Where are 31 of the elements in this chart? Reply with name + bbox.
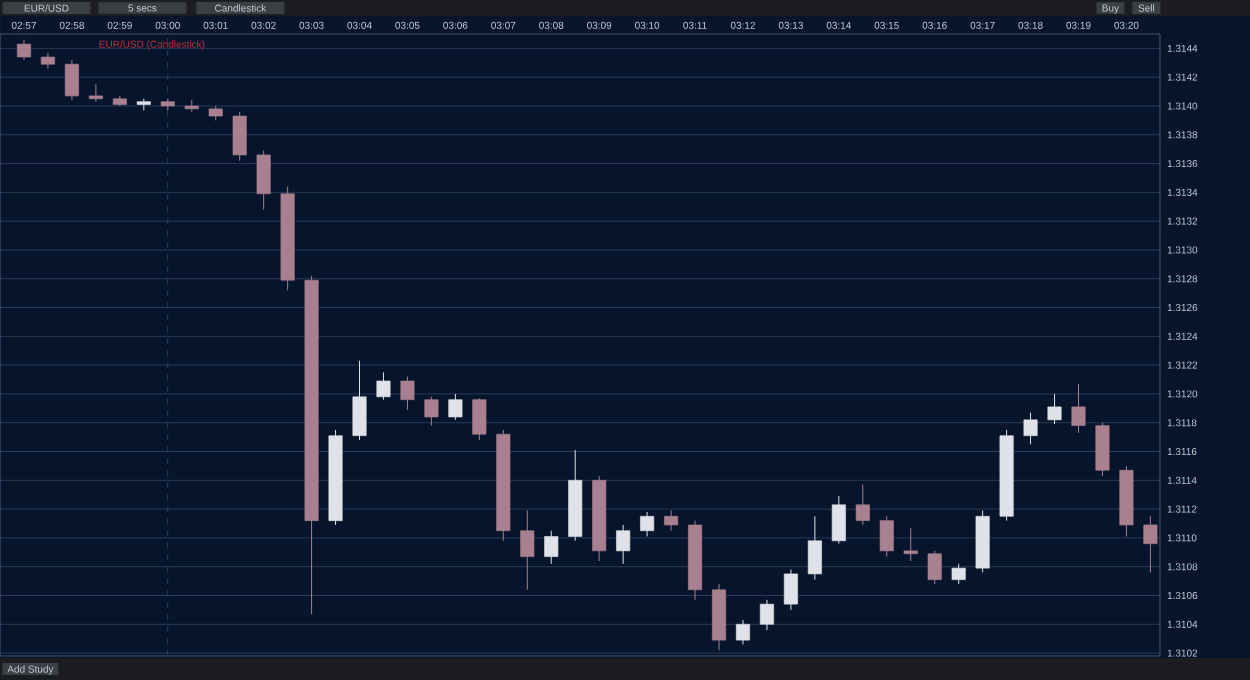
- candlestick: [1095, 422, 1110, 477]
- candlestick: [16, 39, 31, 61]
- candlestick: [879, 515, 894, 558]
- candlestick: [88, 83, 103, 103]
- candlestick: [64, 59, 79, 101]
- candlestick: [951, 563, 966, 585]
- candlestick: [855, 484, 870, 526]
- candlestick: [640, 511, 655, 537]
- candlestick: [903, 527, 918, 562]
- candlestick: [1143, 515, 1158, 573]
- candlestick: [927, 550, 942, 585]
- candlestick: [1047, 393, 1062, 425]
- candlestick: [1023, 412, 1038, 445]
- candlestick: [376, 371, 391, 401]
- candlestick: [831, 495, 846, 545]
- candlestick: [544, 530, 559, 565]
- candlestick: [1071, 383, 1086, 434]
- candlestick: [424, 396, 439, 427]
- candlestick: [400, 376, 415, 411]
- candlestick: [352, 360, 367, 441]
- candlestick: [256, 150, 271, 211]
- candlestick: [472, 397, 487, 441]
- candlestick: [735, 619, 750, 645]
- candlestick: [664, 510, 679, 532]
- candlestick: [448, 393, 463, 421]
- candlestick: [759, 599, 774, 631]
- candlestick: [616, 524, 631, 565]
- candlestick: [807, 515, 822, 581]
- candlestick: [520, 510, 535, 591]
- candlestick: [232, 111, 247, 162]
- candlestick: [783, 569, 798, 611]
